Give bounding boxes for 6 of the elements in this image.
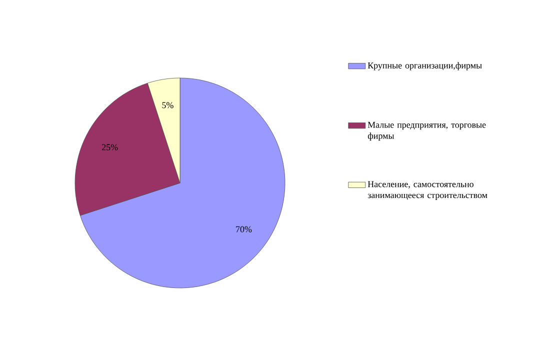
legend-label: Малые предприятия, торговые фирмы <box>368 122 486 141</box>
legend-label: Крупные организации,фирмы <box>368 62 482 70</box>
data-label: 70% <box>236 226 252 232</box>
data-label: 25% <box>102 144 118 150</box>
data-label: 5% <box>162 102 174 108</box>
legend-label: Население, самостоятельно занимающееся строительством <box>368 181 488 200</box>
